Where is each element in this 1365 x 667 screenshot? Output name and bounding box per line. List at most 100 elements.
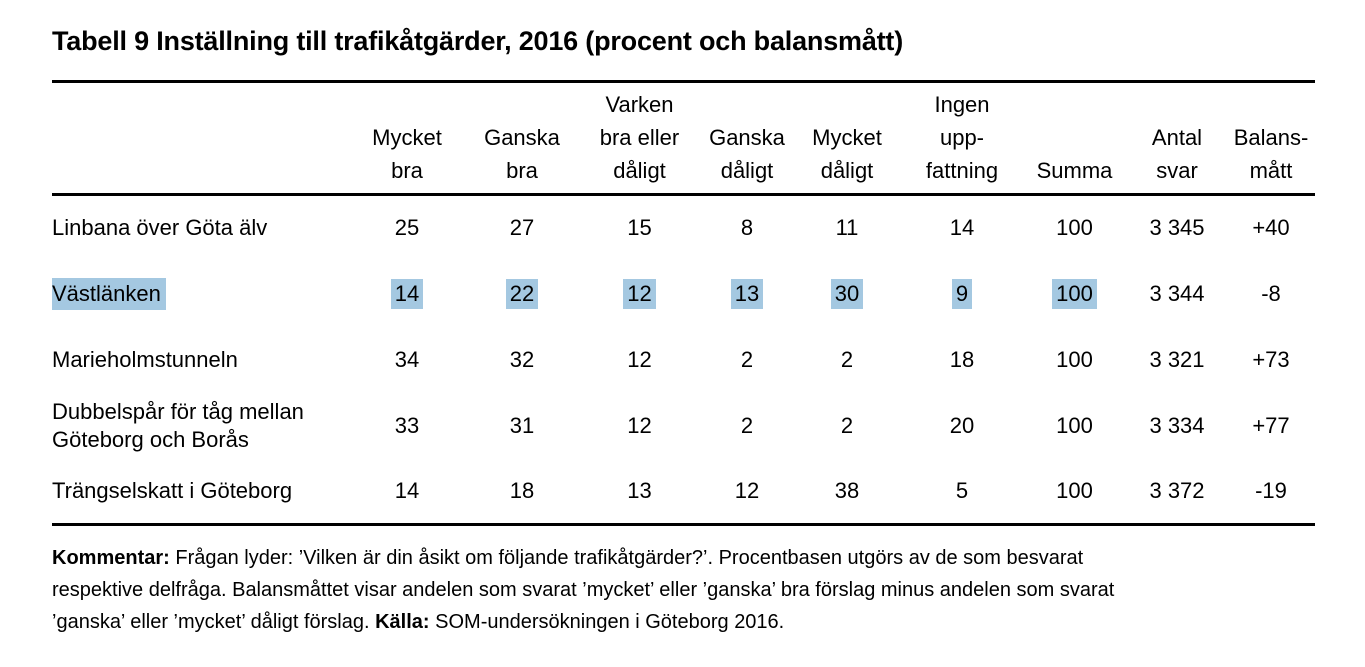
cell-value: 13 bbox=[730, 278, 764, 309]
cell-value: 100 bbox=[1056, 346, 1093, 372]
table-cell: 33 bbox=[347, 393, 467, 459]
row-label: Västlänken bbox=[52, 261, 347, 327]
table-cell: 3 345 bbox=[1127, 195, 1227, 261]
table-cell: 38 bbox=[792, 459, 902, 525]
cell-value: -19 bbox=[1255, 477, 1287, 503]
table-cell: 2 bbox=[702, 393, 792, 459]
comment-kommentar-label: Kommentar: bbox=[52, 547, 170, 569]
row-label-text: Linbana över Göta älv bbox=[52, 215, 268, 241]
row-label-text: Dubbelspår för tåg mellan Göteborg och B… bbox=[52, 398, 304, 452]
cell-value: 11 bbox=[835, 215, 859, 241]
column-header-ganska-daligt: Ganska dåligt bbox=[702, 81, 792, 196]
table-cell: 100 bbox=[1022, 459, 1127, 525]
cell-value: 3 334 bbox=[1149, 412, 1205, 438]
comment-source-text: SOM-undersökningen i Göteborg 2016. bbox=[429, 611, 785, 633]
cell-value: 9 bbox=[951, 278, 973, 309]
row-label: Marieholmstunneln bbox=[52, 327, 347, 393]
row-label: Trängselskatt i Göteborg bbox=[52, 459, 347, 525]
table-cell: 9 bbox=[902, 261, 1022, 327]
cell-value: 12 bbox=[623, 278, 656, 309]
cell-value: 100 bbox=[1056, 477, 1093, 503]
column-header-ingen-uppfattning: Ingen upp- fattning bbox=[902, 81, 1022, 196]
comment-body-text: Frågan lyder: ’Vilken är din åsikt om fö… bbox=[52, 547, 1115, 633]
table-cell: 5 bbox=[902, 459, 1022, 525]
cell-value: 31 bbox=[509, 412, 535, 438]
cell-value: 38 bbox=[834, 477, 860, 503]
cell-value: 12 bbox=[734, 477, 760, 503]
table-row-trangselskatt: Trängselskatt i Göteborg 14 18 13 12 38 … bbox=[52, 459, 1315, 525]
cell-value: 14 bbox=[390, 278, 424, 309]
column-header-antal-svar: Antal svar bbox=[1127, 81, 1227, 196]
table-cell: 3 334 bbox=[1127, 393, 1227, 459]
cell-value: 25 bbox=[394, 215, 420, 241]
table-cell: 8 bbox=[702, 195, 792, 261]
row-label: Dubbelspår för tåg mellan Göteborg och B… bbox=[52, 393, 347, 459]
cell-value: 13 bbox=[627, 477, 652, 503]
table-cell: 12 bbox=[577, 261, 702, 327]
table-cell: 12 bbox=[702, 459, 792, 525]
table-cell: 2 bbox=[792, 327, 902, 393]
table-cell: 12 bbox=[577, 393, 702, 459]
cell-value: 14 bbox=[394, 477, 420, 503]
cell-value: 27 bbox=[509, 215, 535, 241]
header-row: Mycket bra Ganska bra Varken bra eller d… bbox=[52, 81, 1315, 196]
table-cell: 31 bbox=[467, 393, 577, 459]
column-header-summa: Summa bbox=[1022, 81, 1127, 196]
table-title: Tabell 9 Inställning till trafikåtgärder… bbox=[52, 26, 904, 56]
comment-kalla-label: Källa: bbox=[375, 611, 430, 633]
cell-value: 8 bbox=[740, 215, 754, 241]
column-header-mycket-bra: Mycket bra bbox=[347, 81, 467, 196]
column-header-varken-bra-eller-daligt: Varken bra eller dåligt bbox=[577, 81, 702, 196]
table-cell: 13 bbox=[702, 261, 792, 327]
cell-value: 22 bbox=[505, 278, 539, 309]
table-cell: 3 372 bbox=[1127, 459, 1227, 525]
cell-value: 3 321 bbox=[1149, 346, 1205, 372]
cell-value: 18 bbox=[949, 346, 975, 372]
cell-value: 14 bbox=[949, 215, 975, 241]
table-cell: 12 bbox=[577, 327, 702, 393]
table-cell: 34 bbox=[347, 327, 467, 393]
cell-value: 3 345 bbox=[1149, 215, 1205, 241]
table-cell: 11 bbox=[792, 195, 902, 261]
table-cell: 100 bbox=[1022, 393, 1127, 459]
table-cell: 18 bbox=[467, 459, 577, 525]
column-header-empty bbox=[52, 81, 347, 196]
cell-value: 3 344 bbox=[1149, 280, 1205, 306]
row-label-text: Västlänken bbox=[52, 277, 166, 310]
table-cell: 22 bbox=[467, 261, 577, 327]
cell-value: 2 bbox=[840, 412, 854, 438]
table-cell: 3 321 bbox=[1127, 327, 1227, 393]
table-cell: 20 bbox=[902, 393, 1022, 459]
table-cell: -8 bbox=[1227, 261, 1315, 327]
document-page: Tabell 9 Inställning till trafikåtgärder… bbox=[52, 26, 1315, 633]
table-row-linbana: Linbana över Göta älv 25 27 15 8 11 14 1… bbox=[52, 195, 1315, 261]
cell-value: 20 bbox=[949, 412, 975, 438]
table-row-dubbelspar: Dubbelspår för tåg mellan Göteborg och B… bbox=[52, 393, 1315, 459]
table-cell: 14 bbox=[902, 195, 1022, 261]
cell-value: 30 bbox=[830, 278, 864, 309]
cell-value: 2 bbox=[840, 346, 854, 372]
cell-value: -8 bbox=[1261, 280, 1281, 306]
cell-value: 100 bbox=[1056, 412, 1093, 438]
cell-value: 32 bbox=[509, 346, 535, 372]
cell-value: 2 bbox=[740, 346, 754, 372]
cell-value: +77 bbox=[1252, 412, 1290, 438]
table-body: Linbana över Göta älv 25 27 15 8 11 14 1… bbox=[52, 195, 1315, 525]
table-cell: 14 bbox=[347, 459, 467, 525]
cell-value: 33 bbox=[394, 412, 420, 438]
row-label-text: Marieholmstunneln bbox=[52, 346, 238, 372]
cell-value: 18 bbox=[509, 477, 535, 503]
row-label: Linbana över Göta älv bbox=[52, 195, 347, 261]
cell-value: 5 bbox=[955, 477, 969, 503]
column-header-balansmatt: Balans- mått bbox=[1227, 81, 1315, 196]
table-cell: +73 bbox=[1227, 327, 1315, 393]
table-cell: 2 bbox=[792, 393, 902, 459]
cell-value: +40 bbox=[1252, 215, 1290, 241]
cell-value: 12 bbox=[627, 346, 652, 372]
table-cell: 100 bbox=[1022, 327, 1127, 393]
table-row-marieholmstunneln: Marieholmstunneln 34 32 12 2 2 18 100 3 … bbox=[52, 327, 1315, 393]
table-row-vastlanken: Västlänken 14 22 12 13 30 9 100 3 344 -8 bbox=[52, 261, 1315, 327]
table-cell: 27 bbox=[467, 195, 577, 261]
data-table: Mycket bra Ganska bra Varken bra eller d… bbox=[52, 80, 1315, 526]
table-cell: 25 bbox=[347, 195, 467, 261]
